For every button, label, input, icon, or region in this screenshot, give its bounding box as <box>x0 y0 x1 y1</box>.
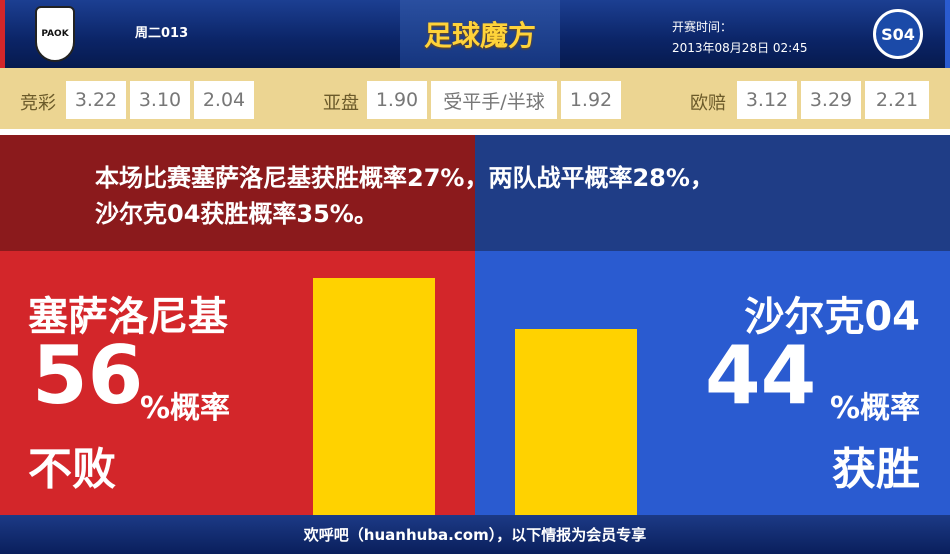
euro-odd: 2.21 <box>865 81 929 119</box>
asian-line: 受平手/半球 <box>431 81 557 119</box>
summary-line: 沙尔克04获胜概率35%。 <box>95 200 378 228</box>
away-team-name: 沙尔克04 <box>744 294 920 340</box>
away-probability-bar <box>515 328 637 515</box>
banner-home-bg <box>0 135 475 251</box>
euro-label: 欧赔 <box>690 93 726 114</box>
home-probability-bar <box>313 278 435 515</box>
home-team-crest: PAOK <box>35 6 75 62</box>
home-percent: 56 <box>32 329 144 422</box>
home-team-name: 塞萨洛尼基 <box>28 294 228 340</box>
odds-bar: 竞彩 3.22 3.10 2.04 亚盘 1.90 受平手/半球 1.92 欧赔… <box>0 68 950 132</box>
home-outcome: 不败 <box>28 444 116 495</box>
home-percent-unit: %概率 <box>140 391 231 426</box>
match-number: 周二013 <box>135 26 189 41</box>
footer-notice: 欢呼吧（huanhuba.com），以下情报为会员专享 <box>0 515 950 554</box>
jingcai-odd: 3.10 <box>130 81 190 119</box>
euro-odd: 3.12 <box>737 81 797 119</box>
summary-line: 本场比赛塞萨洛尼基获胜概率27%，两队战平概率28%， <box>95 164 714 192</box>
header: PAOK 周二013 足球魔方 开赛时间： 2013年08月28日 02:45 … <box>0 0 950 68</box>
jingcai-odd: 2.04 <box>194 81 254 119</box>
asian-away-odd: 1.92 <box>561 81 621 119</box>
away-percent-unit: %概率 <box>829 391 920 426</box>
away-outcome: 获胜 <box>832 444 920 495</box>
asian-label: 亚盘 <box>323 93 359 114</box>
away-percent: 44 <box>705 329 817 422</box>
jingcai-label: 竞彩 <box>20 93 56 114</box>
jingcai-odd: 3.22 <box>66 81 126 119</box>
probability-summary: 本场比赛塞萨洛尼基获胜概率27%，两队战平概率28%， 沙尔克04获胜概率35%… <box>95 160 875 232</box>
away-team-crest: S04 <box>873 9 923 59</box>
kickoff-time: 2013年08月28日 02:45 <box>672 41 808 55</box>
banner-away-bg <box>475 135 950 251</box>
app-logo: 足球魔方 <box>400 0 560 68</box>
euro-odd: 3.29 <box>801 81 861 119</box>
kickoff-label: 开赛时间： <box>672 20 733 34</box>
asian-home-odd: 1.90 <box>367 81 427 119</box>
